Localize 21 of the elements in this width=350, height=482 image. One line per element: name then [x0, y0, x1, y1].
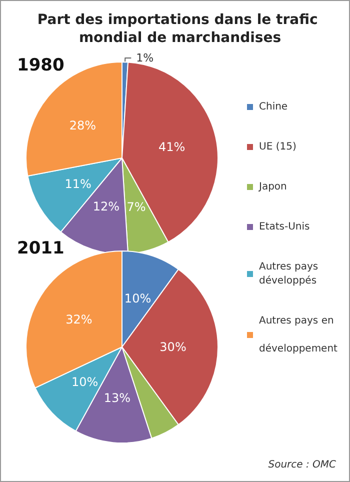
- data-label: 41%: [158, 140, 186, 154]
- legend-label: UE (15): [259, 142, 296, 152]
- chart-subtitle: 1980: [17, 56, 64, 76]
- data-label: 1%: [136, 52, 154, 65]
- legend-label: Chine: [259, 102, 288, 112]
- chart-title: Part des importations dans le trafic mondial de marchandises: [37, 12, 323, 46]
- legend-label: Japon: [258, 182, 287, 192]
- category-label: Autres pays en développement: [259, 316, 338, 354]
- data-label: 12%: [92, 200, 120, 214]
- legend-label: Autres pays développés: [259, 262, 322, 286]
- data-label: 11%: [64, 176, 92, 191]
- data-label: 10%: [71, 374, 98, 389]
- data-label: 13%: [104, 390, 131, 405]
- legend-label: Etats-Unis: [259, 222, 310, 232]
- data-label: 10%: [124, 291, 152, 306]
- source-note: Source : OMC: [268, 460, 336, 470]
- data-label: 7%: [126, 200, 146, 214]
- data-label: 28%: [69, 118, 96, 132]
- data-label: 30%: [160, 340, 186, 354]
- data-label: 32%: [66, 312, 92, 327]
- chart-title: 2011: [17, 238, 64, 258]
